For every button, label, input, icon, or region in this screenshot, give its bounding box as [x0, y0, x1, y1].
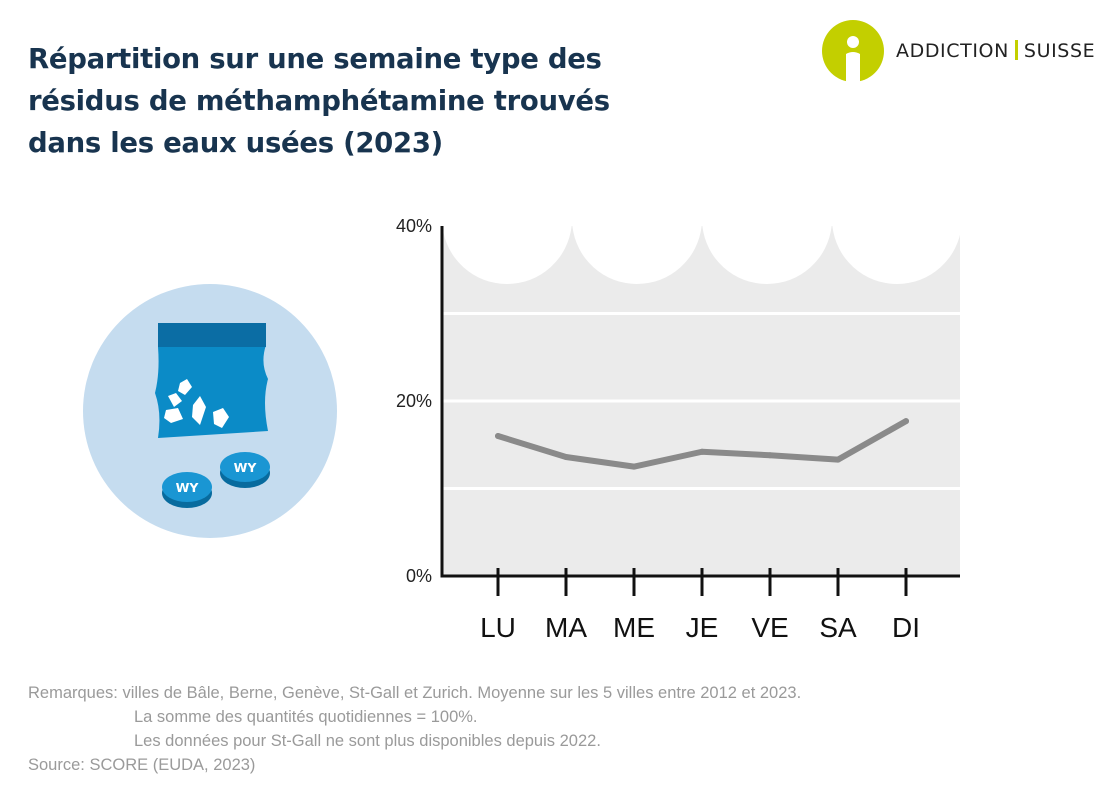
- y-tick-label: 40%: [396, 216, 432, 236]
- notes-line-2: La somme des quantités quotidiennes = 10…: [134, 708, 478, 726]
- x-tick-label: SA: [819, 612, 857, 643]
- x-tick-label: MA: [545, 612, 587, 643]
- wave-shape: [832, 226, 962, 284]
- chart-title: Répartition sur une semaine type des rés…: [28, 38, 610, 164]
- pill-imprint-1: WY: [176, 480, 200, 495]
- logo-text: ADDICTION SUISSE: [896, 40, 1095, 62]
- wave-shape: [572, 226, 702, 284]
- data-point: [563, 454, 569, 460]
- x-axis-ticks: LU MA ME JE VE SA DI: [480, 568, 920, 643]
- data-point: [767, 452, 773, 459]
- title-line-3: dans les eaux usées (2023): [28, 127, 443, 159]
- source-line: Source: SCORE (EUDA, 2023): [28, 756, 256, 774]
- y-tick-label: 20%: [396, 391, 432, 411]
- pill-icon: WY: [220, 452, 270, 488]
- wave-shape: [442, 226, 572, 284]
- title-line-2: résidus de méthamphétamine trouvés: [28, 85, 610, 117]
- notes-line-3: Les données pour St-Gall ne sont plus di…: [134, 732, 601, 750]
- series-group: [495, 418, 909, 470]
- logo-text-left: ADDICTION: [896, 40, 1009, 62]
- axes: [440, 226, 960, 578]
- pill-imprint-2: WY: [234, 460, 258, 475]
- data-point: [903, 418, 909, 425]
- data-point: [631, 463, 637, 470]
- addiction-suisse-logo: ADDICTION SUISSE: [822, 20, 1095, 84]
- y-tick-label: 0%: [406, 566, 432, 586]
- x-tick-label: LU: [480, 612, 516, 643]
- gridlines: [442, 312, 960, 490]
- logo-text-right: SUISSE: [1023, 40, 1096, 62]
- crystal-bag-icon: [155, 323, 268, 438]
- x-tick-label: VE: [751, 612, 788, 643]
- data-point: [835, 456, 841, 463]
- line-chart: 0% 20% 40% LU MA ME JE VE SA DI: [396, 216, 962, 643]
- pill-icon: WY: [162, 472, 212, 508]
- logo-separator: [1014, 40, 1018, 60]
- wave-shape: [702, 226, 832, 284]
- data-point: [495, 433, 501, 439]
- data-point: [699, 448, 705, 455]
- y-axis-tick-labels: 0% 20% 40%: [396, 216, 432, 586]
- wave-decoration: [442, 226, 962, 284]
- x-tick-label: JE: [686, 612, 719, 643]
- methamphetamine-illustration: WY WY: [83, 284, 337, 538]
- logo-mark-icon: [822, 20, 884, 82]
- x-tick-label: DI: [892, 612, 920, 643]
- notes-line-1: Remarques: villes de Bâle, Berne, Genève…: [28, 684, 802, 702]
- chart-notes: Remarques: villes de Bâle, Berne, Genève…: [28, 681, 801, 777]
- title-line-1: Répartition sur une semaine type des: [28, 43, 602, 75]
- x-tick-label: ME: [613, 612, 655, 643]
